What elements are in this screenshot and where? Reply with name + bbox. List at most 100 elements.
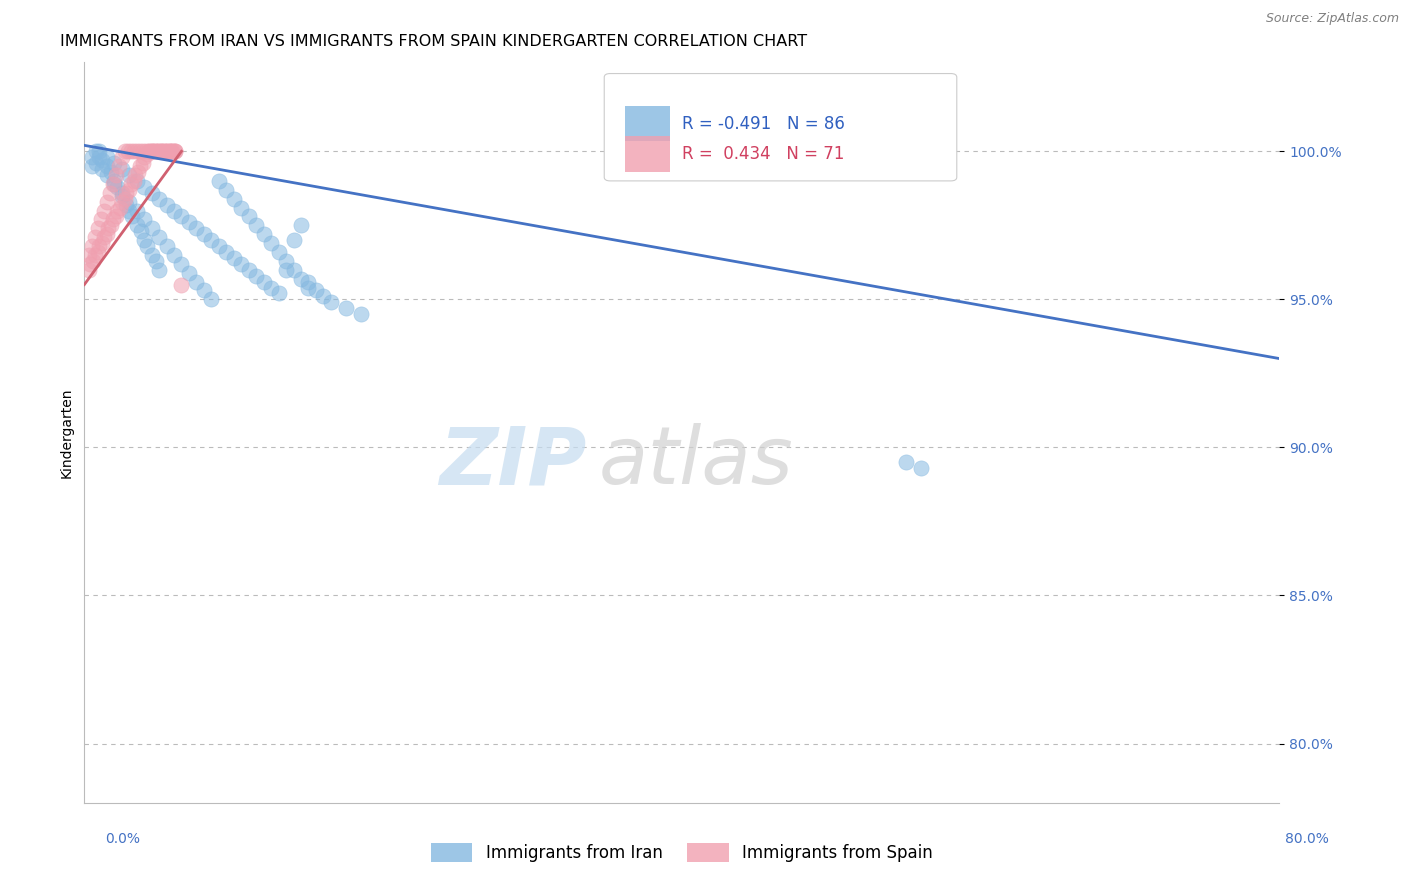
- Point: [170, 210, 193, 224]
- Point: [122, 145, 145, 159]
- Point: [231, 201, 253, 215]
- Point: [105, 203, 128, 218]
- Point: [260, 280, 283, 294]
- Point: [128, 145, 150, 159]
- Point: [79, 257, 101, 271]
- Point: [131, 145, 153, 159]
- Point: [138, 145, 160, 159]
- Point: [150, 145, 173, 159]
- Point: [163, 145, 186, 159]
- Point: [89, 145, 111, 159]
- Point: [245, 219, 267, 233]
- Point: [103, 156, 125, 170]
- Point: [118, 183, 141, 197]
- Point: [115, 186, 138, 200]
- Point: [121, 210, 143, 224]
- Point: [111, 162, 134, 177]
- Point: [143, 145, 166, 159]
- Y-axis label: Kindergarten: Kindergarten: [59, 387, 73, 478]
- Text: R = -0.491   N = 86: R = -0.491 N = 86: [682, 114, 845, 133]
- Point: [159, 145, 181, 159]
- Point: [125, 219, 148, 233]
- Point: [165, 145, 187, 159]
- Point: [100, 165, 122, 179]
- Point: [97, 221, 120, 235]
- Point: [83, 248, 105, 262]
- Point: [96, 159, 118, 173]
- Point: [82, 253, 104, 268]
- Point: [162, 145, 184, 159]
- Point: [297, 280, 319, 294]
- Point: [305, 284, 328, 298]
- Point: [149, 145, 172, 159]
- Point: [297, 275, 319, 289]
- FancyBboxPatch shape: [605, 73, 957, 181]
- Point: [120, 145, 142, 159]
- Point: [127, 165, 149, 179]
- Point: [122, 174, 145, 188]
- Point: [125, 203, 148, 218]
- Point: [335, 301, 357, 316]
- Point: [138, 145, 160, 159]
- Point: [283, 262, 305, 277]
- Point: [136, 239, 159, 253]
- Point: [155, 145, 177, 159]
- Point: [132, 179, 156, 194]
- Point: [152, 145, 174, 159]
- Legend: Immigrants from Iran, Immigrants from Spain: Immigrants from Iran, Immigrants from Sp…: [425, 836, 939, 869]
- Point: [87, 221, 110, 235]
- Point: [111, 188, 134, 202]
- Point: [350, 307, 373, 321]
- Text: ZIP: ZIP: [439, 423, 586, 501]
- Point: [104, 210, 127, 224]
- Point: [145, 253, 167, 268]
- Point: [238, 210, 260, 224]
- Point: [148, 230, 170, 244]
- Point: [274, 253, 297, 268]
- Point: [146, 145, 169, 159]
- Point: [128, 159, 150, 173]
- Point: [141, 248, 163, 262]
- Point: [193, 284, 215, 298]
- Point: [159, 145, 181, 159]
- Point: [131, 156, 153, 170]
- Point: [208, 174, 231, 188]
- Point: [170, 257, 193, 271]
- Point: [177, 266, 200, 280]
- Point: [91, 162, 114, 177]
- Point: [141, 221, 163, 235]
- Point: [141, 186, 163, 200]
- Text: R =  0.434   N = 71: R = 0.434 N = 71: [682, 145, 844, 163]
- Point: [283, 233, 305, 247]
- Point: [118, 203, 141, 218]
- Point: [163, 203, 186, 218]
- Point: [149, 145, 172, 159]
- Point: [91, 236, 114, 251]
- Point: [155, 239, 177, 253]
- Point: [267, 286, 290, 301]
- Point: [114, 145, 136, 159]
- Point: [86, 156, 108, 170]
- Point: [146, 145, 169, 159]
- Point: [238, 262, 260, 277]
- Point: [222, 251, 245, 265]
- Point: [103, 174, 125, 188]
- Point: [894, 455, 917, 469]
- Point: [96, 194, 118, 209]
- Point: [177, 215, 200, 229]
- FancyBboxPatch shape: [624, 106, 671, 141]
- Point: [89, 239, 111, 253]
- Text: 80.0%: 80.0%: [1285, 832, 1329, 846]
- Point: [101, 212, 124, 227]
- Point: [90, 212, 112, 227]
- Point: [101, 177, 124, 191]
- Point: [125, 174, 148, 188]
- Point: [135, 145, 157, 159]
- Point: [141, 145, 163, 159]
- Point: [200, 293, 222, 307]
- Point: [87, 244, 110, 259]
- Text: 0.0%: 0.0%: [105, 832, 141, 846]
- Point: [132, 233, 156, 247]
- Point: [142, 145, 165, 159]
- Point: [186, 275, 208, 289]
